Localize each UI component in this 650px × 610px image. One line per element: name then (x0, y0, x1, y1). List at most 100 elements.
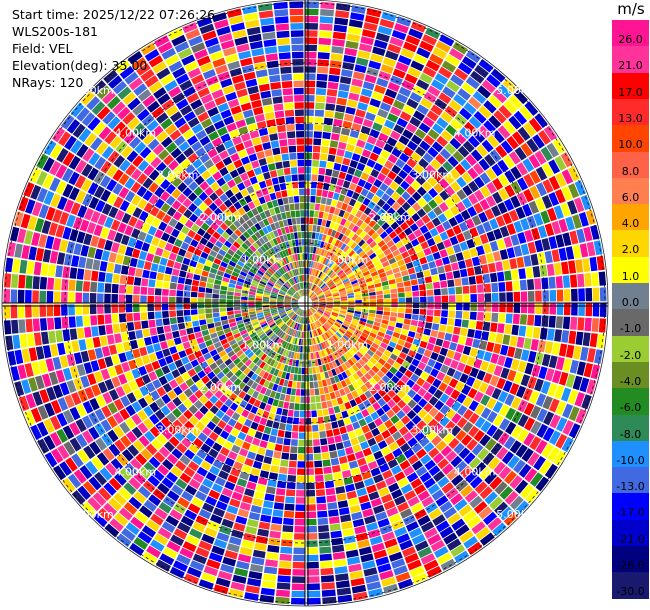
velocity-gate (349, 160, 359, 169)
velocity-gate (165, 105, 179, 117)
velocity-gate (256, 151, 265, 160)
velocity-gate (209, 362, 218, 371)
velocity-gate (150, 390, 161, 401)
velocity-gate (62, 329, 71, 342)
velocity-gate (451, 401, 462, 412)
velocity-gate (245, 116, 256, 125)
velocity-gate (56, 148, 69, 163)
velocity-gate (555, 433, 568, 449)
velocity-gate (228, 283, 236, 288)
velocity-gate (511, 269, 519, 280)
velocity-gate (531, 227, 541, 241)
velocity-gate (337, 224, 344, 233)
velocity-gate (181, 54, 196, 66)
velocity-gate (230, 354, 238, 362)
velocity-gate (412, 85, 426, 97)
velocity-gate (177, 522, 191, 534)
velocity-gate (66, 380, 77, 393)
velocity-gate (317, 416, 324, 424)
velocity-gate (69, 365, 79, 379)
velocity-gate (292, 269, 296, 277)
velocity-gate (211, 483, 223, 493)
velocity-gate (291, 597, 305, 605)
velocity-gate (314, 203, 321, 211)
velocity-gate (357, 102, 369, 111)
velocity-gate (244, 250, 252, 258)
velocity-gate (287, 310, 293, 315)
velocity-gate (276, 385, 283, 393)
velocity-gate (168, 159, 179, 171)
velocity-gate (362, 306, 369, 310)
velocity-gate (286, 308, 293, 313)
velocity-gate (209, 212, 218, 222)
velocity-gate (26, 333, 35, 347)
velocity-gate (66, 119, 81, 134)
velocity-gate (320, 256, 325, 264)
velocity-gate (320, 249, 325, 256)
velocity-gate (258, 521, 271, 530)
velocity-gate (251, 265, 259, 272)
velocity-gate (520, 374, 531, 387)
velocity-gate (481, 139, 494, 153)
velocity-gate (281, 371, 287, 379)
velocity-gate (454, 318, 462, 327)
velocity-gate (255, 260, 262, 267)
velocity-gate (355, 361, 363, 370)
velocity-gate (492, 89, 507, 104)
velocity-gate (55, 330, 64, 343)
velocity-gate (414, 540, 429, 552)
velocity-gate (59, 355, 69, 368)
velocity-gate (299, 353, 303, 360)
velocity-gate (147, 303, 154, 312)
velocity-gate (284, 109, 295, 117)
velocity-gate (260, 90, 272, 99)
velocity-gate (234, 421, 243, 431)
velocity-gate (293, 232, 298, 239)
velocity-gate (379, 570, 394, 580)
velocity-gate (398, 307, 405, 313)
velocity-gate (348, 430, 357, 439)
velocity-gate (254, 491, 265, 500)
velocity-gate (353, 146, 364, 155)
velocity-gate (337, 269, 344, 276)
velocity-gate (310, 295, 317, 299)
velocity-gate (375, 350, 383, 358)
velocity-gate (331, 465, 341, 473)
velocity-gate (313, 277, 318, 284)
velocity-gate (291, 301, 298, 303)
velocity-gate (444, 173, 455, 185)
velocity-gate (172, 268, 180, 277)
velocity-gate (239, 400, 248, 409)
velocity-gate (179, 79, 193, 91)
velocity-gate (199, 62, 214, 73)
velocity-gate (285, 294, 292, 298)
velocity-gate (314, 124, 323, 131)
velocity-gate (542, 179, 554, 194)
velocity-gate (212, 231, 221, 240)
velocity-gate (242, 384, 251, 393)
velocity-gate (482, 273, 491, 284)
velocity-gate (170, 111, 183, 123)
velocity-gate (316, 344, 321, 351)
velocity-gate (179, 270, 187, 278)
velocity-gate (98, 325, 106, 336)
velocity-gate (106, 334, 115, 345)
velocity-gate (520, 349, 530, 362)
velocity-gate (43, 190, 55, 205)
velocity-gate (511, 324, 519, 336)
velocity-gate (348, 297, 355, 301)
velocity-gate (405, 217, 415, 227)
velocity-gate (417, 361, 427, 371)
velocity-gate (341, 253, 348, 260)
velocity-gate (457, 88, 471, 101)
velocity-gate (262, 253, 269, 261)
velocity-gate (187, 461, 200, 472)
velocity-gate (373, 162, 383, 172)
velocity-gate (273, 327, 280, 333)
velocity-gate (361, 29, 376, 39)
velocity-gate (96, 85, 111, 100)
velocity-gate (209, 267, 218, 275)
velocity-gate (198, 314, 206, 320)
velocity-gate (163, 441, 175, 453)
velocity-gate (278, 293, 285, 297)
